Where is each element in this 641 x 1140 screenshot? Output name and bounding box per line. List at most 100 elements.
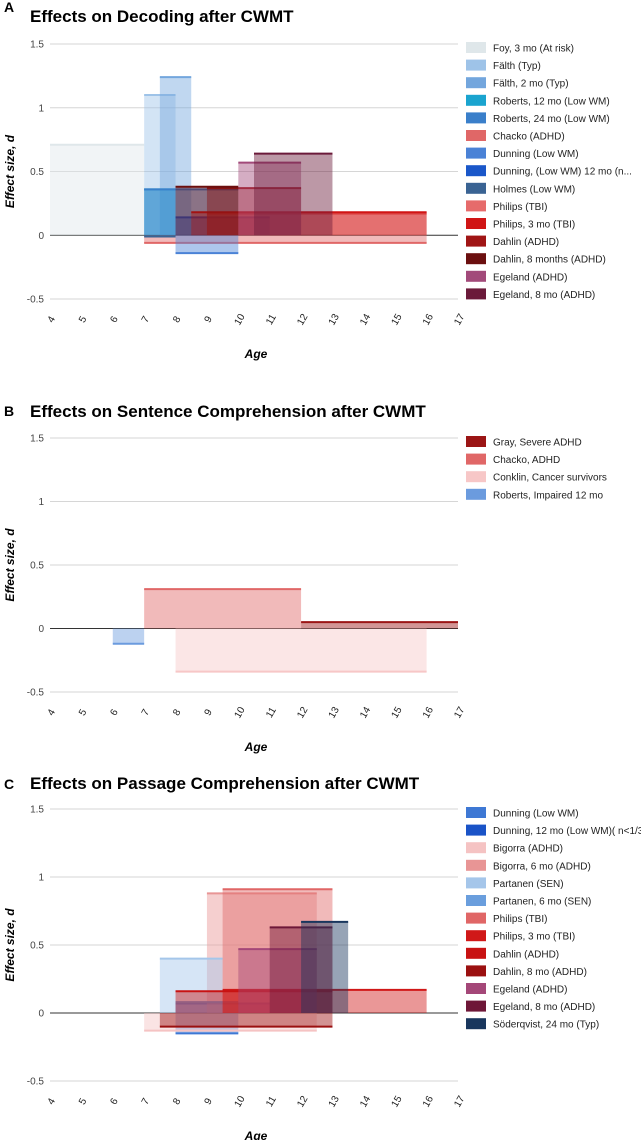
panel-c-xtick-label: 8 — [171, 1096, 184, 1107]
panel-c-bar-dahlin-8-mo-adhd — [159, 1013, 333, 1027]
panel-b-xtick-label: 11 — [264, 705, 279, 720]
panel-c-legend-label: Söderqvist, 24 mo (Typ) — [493, 1020, 599, 1031]
panel-a-xtick-label: 12 — [295, 312, 310, 328]
panel-b-bar-chacko-adhd — [144, 589, 302, 629]
panel-c-bar-partanen-sen — [159, 958, 223, 1013]
panel-a-legend-swatch-foy-3-mo-at-risk — [466, 42, 486, 53]
panel-a-xtick-label: 9 — [203, 314, 216, 325]
panel-c-legend-swatch-bigorra-6-mo-adhd — [466, 859, 486, 871]
panel-c-legend-swatch-egeland-adhd — [466, 983, 486, 994]
panel-c-bar-soderqvist-24-mo-typ — [301, 921, 349, 1013]
panel-c-xtick-label: 9 — [203, 1096, 216, 1107]
panel-a-legend-swatch-philips-tbi — [466, 200, 486, 212]
panel-a-legend-swatch-dunning-low-wm — [466, 147, 486, 159]
panel-c-xtick-label: 10 — [233, 1094, 248, 1110]
panel-b-xlabel: Age — [244, 740, 268, 754]
panel-c-legend-label: Dahlin (ADHD) — [493, 949, 559, 960]
panel-a-xtick-label: 17 — [452, 312, 467, 328]
panel-a-legend-label: Dahlin, 8 months (ADHD) — [493, 255, 606, 266]
panel-c-legend-label: Bigorra (ADHD) — [493, 844, 563, 855]
panel-a-xtick-label: 4 — [46, 314, 59, 325]
panel-a-legend-label: Egeland (ADHD) — [493, 272, 567, 283]
panel-a-xtick-label: 14 — [358, 312, 373, 328]
panel-c-bar-dunning-12-mo-low-wm-n-1-3 — [175, 1003, 270, 1013]
panel-c-legend-swatch-dahlin-adhd — [466, 947, 486, 959]
panel-b-bar-roberts-impaired-12-mo — [112, 628, 145, 644]
panel-c-legend-label: Dunning, 12 mo (Low WM)( n<1/3) — [493, 826, 641, 837]
panel-a-legend-label: Holmes (Low WM) — [493, 184, 575, 195]
panel-a-xtick-label: 11 — [264, 312, 279, 327]
panel-a-legend-swatch-dunning-low-wm-12-mo-n — [466, 165, 486, 177]
panel-c-xlabel: Age — [244, 1129, 268, 1140]
panel-c-legend-label: Bigorra, 6 mo (ADHD) — [493, 861, 591, 872]
panel-a-xtick-label: 15 — [390, 312, 405, 328]
panel-c-xtick-label: 11 — [264, 1094, 279, 1109]
panel-c-bar-philips-tbi — [222, 889, 333, 1013]
panel-a-legend-label: Foy, 3 mo (At risk) — [493, 44, 574, 55]
panel-a-bar-chacko-adhd — [144, 235, 427, 243]
panel-c-legend-label: Philips (TBI) — [493, 914, 547, 925]
panel-a-bar-falth-2-mo-typ — [159, 77, 192, 236]
panel-a-legend-label: Dahlin (ADHD) — [493, 237, 559, 248]
panel-b-ytick-label: 1.5 — [30, 434, 44, 445]
panel-c-legend-swatch-philips-3-mo-tbi — [466, 930, 486, 942]
panel-a-bar-foy-3-mo-at-risk — [50, 144, 145, 236]
panel-a-xtick-label: 5 — [77, 314, 90, 325]
panel-c-ytick-label: -0.5 — [27, 1077, 45, 1088]
panel-a-legend-swatch-holmes-low-wm — [466, 182, 486, 194]
panel-a-ytick-label: 0.5 — [30, 167, 44, 178]
panel-c-bar-egeland-adhd — [238, 949, 317, 1013]
panel-b-xtick-label: 16 — [421, 705, 436, 721]
panel-c-xtick-label: 5 — [77, 1096, 90, 1107]
panel-c-legend-label: Dahlin, 8 mo (ADHD) — [493, 967, 587, 978]
panel-b-letter: B — [4, 403, 14, 419]
panel-c-legend-label: Philips, 3 mo (TBI) — [493, 932, 575, 943]
panel-c-bar-partanen-6-mo-sen — [175, 1002, 239, 1013]
panel-a-ylabel: Effect size, d — [3, 134, 17, 208]
panel-a-ytick-label: 1.5 — [30, 40, 44, 51]
panel-a-legend-swatch-philips-3-mo-tbi — [466, 218, 486, 229]
panel-a-bar-egeland-8-mo-adhd — [254, 153, 333, 236]
panel-b-bar-conklin-cancer-survivors — [175, 628, 427, 672]
panel-c-bar-philips-3-mo-tbi — [222, 989, 427, 1013]
panel-c-legend-swatch-egeland-8-mo-adhd — [466, 1000, 486, 1012]
panel-a-legend-swatch-dahlin-adhd — [466, 235, 486, 247]
panel-c-title: Effects on Passage Comprehension after C… — [30, 774, 420, 793]
panel-a-xtick-label: 16 — [421, 312, 436, 328]
panel-a-bar-philips-3-mo-tbi — [191, 212, 427, 236]
panel-c-xtick-label: 13 — [327, 1094, 342, 1110]
panel-b-legend-swatch-chacko-adhd — [466, 453, 486, 465]
panel-b-xtick-label: 6 — [108, 707, 121, 718]
panel-c-legend-swatch-dunning-12-mo-low-wm-n-1-3 — [466, 824, 486, 836]
panel-b-xtick-label: 9 — [203, 707, 216, 718]
panel-a-legend-label: Chacko (ADHD) — [493, 132, 565, 143]
panel-a-letter: A — [4, 0, 14, 15]
panel-b-xtick-label: 10 — [233, 705, 248, 721]
panel-c-legend-swatch-bigorra-adhd — [466, 842, 486, 854]
panel-c-legend-swatch-dahlin-8-mo-adhd — [466, 965, 486, 977]
panel-a-legend-swatch-chacko-adhd — [466, 130, 486, 141]
panel-c-bar-bigorra-6-mo-adhd — [206, 893, 317, 1013]
panel-a-legend-label: Dunning (Low WM) — [493, 149, 579, 160]
panel-c-legend-swatch-philips-tbi — [466, 912, 486, 924]
panel-c-ytick-label: 0.5 — [30, 941, 44, 952]
panel-c-legend-label: Egeland (ADHD) — [493, 985, 567, 996]
panel-c-xtick-label: 17 — [452, 1094, 467, 1110]
panel-a-legend-label: Roberts, 24 mo (Low WM) — [493, 114, 610, 125]
panel-b-xtick-label: 7 — [140, 707, 153, 718]
panel-b-title: Effects on Sentence Comprehension after … — [30, 402, 426, 421]
panel-c-ytick-label: 1 — [38, 873, 44, 884]
panel-a-bar-roberts-12-mo-low-wm — [144, 189, 176, 236]
panel-b: B Effects on Sentence Comprehension after… — [3, 402, 607, 754]
panel-b-xtick-label: 12 — [295, 705, 310, 721]
panel-a-legend-label: Dunning, (Low WM) 12 mo (n... — [493, 167, 632, 178]
panel-c-ytick-label: 0 — [38, 1009, 44, 1020]
panel-b-ytick-label: -0.5 — [27, 688, 45, 699]
panel-a-ytick-label: 0 — [38, 231, 44, 242]
panel-c-legend-swatch-partanen-6-mo-sen — [466, 895, 486, 906]
panel-a-legend-swatch-falth-typ — [466, 59, 486, 71]
panel-c-ylabel: Effect size, d — [3, 908, 17, 982]
panel-c-xtick-label: 14 — [358, 1094, 373, 1110]
panel-b-xtick-label: 5 — [77, 707, 90, 718]
